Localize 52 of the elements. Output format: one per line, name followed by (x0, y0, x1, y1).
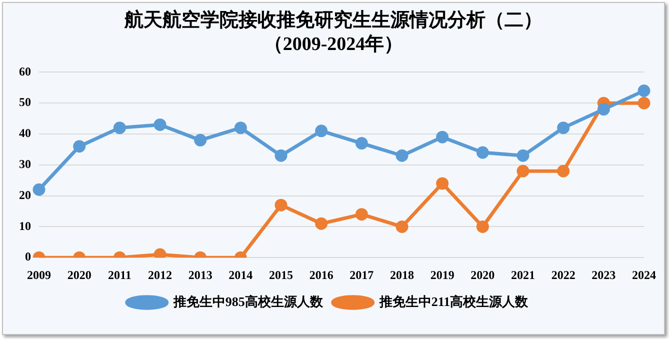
point (154, 118, 166, 131)
x-tick-label: 2009 (27, 268, 51, 282)
y-tick-label: 10 (19, 218, 31, 233)
x-tick-label: 2015 (269, 268, 293, 282)
point (638, 96, 650, 110)
x-tick-label: 2018 (390, 268, 414, 282)
x-tick-label: 2023 (592, 268, 616, 282)
point (274, 198, 288, 212)
chart-subtitle: （2009-2024年） (262, 33, 404, 57)
point (557, 122, 570, 134)
x-tick-label: 2014 (228, 268, 253, 282)
y-tick-label: 50 (19, 95, 31, 110)
y-tick-label: 0 (25, 250, 31, 264)
point (274, 149, 288, 162)
point (516, 164, 530, 178)
x-tick-label: 2022 (551, 268, 576, 282)
point (234, 122, 247, 134)
point (557, 164, 570, 178)
point (73, 140, 86, 153)
x-tick-label: 2013 (188, 268, 212, 282)
x-tick-label: 2020 (67, 268, 92, 282)
legend-label: 推免生中211高校生源人数 (378, 294, 530, 309)
point (396, 220, 408, 233)
y-tick-label: 20 (19, 188, 31, 202)
point (396, 149, 408, 162)
x-tick-label: 2011 (108, 268, 132, 282)
x-tick-label: 2024 (632, 268, 656, 282)
x-tick-label: 2020 (470, 268, 495, 282)
point (597, 103, 610, 116)
y-tick-label: 60 (19, 64, 31, 78)
x-tick-label: 2019 (430, 268, 454, 282)
x-tick-label: 2017 (350, 268, 374, 282)
point (476, 220, 489, 233)
legend-label: 推免生中985高校生源人数 (172, 294, 324, 309)
point (436, 130, 449, 144)
point (315, 124, 328, 138)
point (315, 217, 328, 230)
chart-title: 航天航空学院接收推免研究生生源情况分析（二） (123, 9, 544, 33)
x-tick-label: 2016 (309, 268, 334, 282)
point (476, 146, 489, 159)
point (436, 177, 449, 190)
point (355, 208, 368, 221)
point (638, 84, 650, 97)
point (194, 134, 207, 146)
y-tick-label: 30 (19, 156, 31, 171)
point (355, 137, 368, 150)
point (32, 183, 46, 196)
point (113, 122, 126, 134)
x-tick-label: 2012 (148, 268, 172, 282)
point (516, 149, 530, 162)
x-tick-label: 2021 (511, 268, 535, 282)
y-tick-label: 40 (19, 126, 31, 140)
